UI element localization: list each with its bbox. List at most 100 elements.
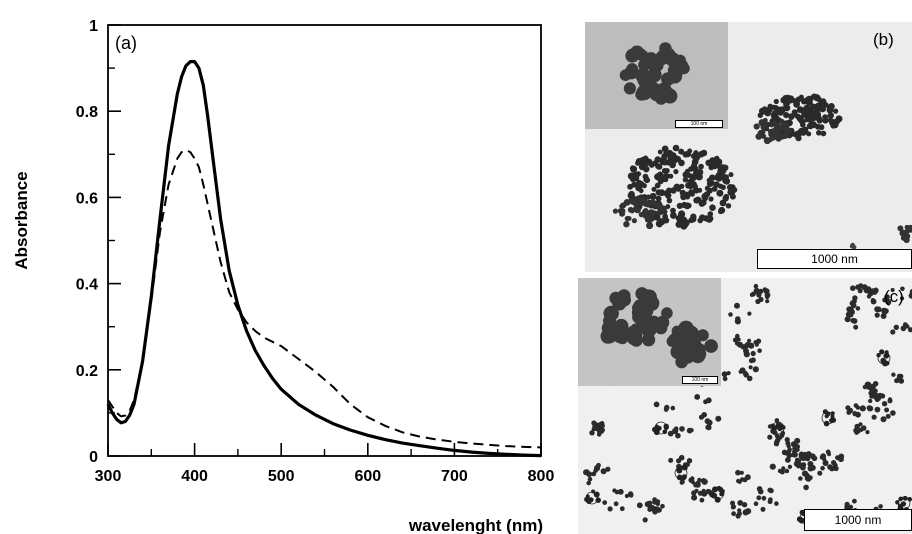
nanoparticle	[631, 218, 637, 224]
nanoparticle	[708, 159, 713, 165]
nanoparticle	[780, 122, 788, 129]
nanoparticle	[719, 199, 727, 207]
nanoparticle	[705, 191, 711, 197]
nanoparticle	[833, 108, 839, 114]
nanoparticle	[850, 317, 856, 324]
nanoparticle	[861, 284, 868, 291]
nanoparticle	[591, 426, 596, 432]
y-tick-label: 0	[89, 449, 98, 466]
nanoparticle	[880, 313, 887, 319]
nanoparticle	[897, 225, 904, 232]
nanoparticle	[784, 100, 791, 106]
nanoparticle	[723, 193, 730, 200]
nanoparticle	[734, 302, 740, 309]
nanoparticle	[773, 441, 780, 447]
nanoparticle	[740, 344, 746, 350]
nanoparticle	[885, 413, 891, 419]
nanoparticle	[628, 492, 634, 498]
nanoparticle	[672, 144, 680, 152]
nanoparticle	[899, 296, 905, 301]
nanoparticle	[651, 186, 657, 192]
nanoparticle	[620, 202, 627, 209]
nanoparticle	[697, 477, 702, 483]
nanoparticle	[830, 417, 837, 423]
nanoparticle	[629, 45, 645, 60]
nanoparticle	[739, 477, 745, 482]
nanoparticle	[639, 197, 646, 205]
nanoparticle	[830, 411, 835, 416]
nanoparticle	[816, 130, 822, 136]
nanoparticle	[687, 179, 695, 186]
nanoparticle	[760, 129, 766, 135]
nanoparticle	[586, 498, 592, 504]
nanoparticle	[672, 427, 679, 435]
nanoparticle	[633, 299, 647, 313]
nanoparticle	[852, 411, 858, 417]
nanoparticle	[648, 162, 655, 168]
nanoparticle	[777, 468, 783, 474]
nanoparticle	[688, 477, 694, 483]
nanoparticle	[722, 376, 728, 382]
nanoparticle	[819, 455, 825, 460]
nanoparticle	[794, 444, 800, 450]
nanoparticle	[855, 284, 861, 290]
nanoparticle	[614, 489, 620, 495]
nanoparticle	[809, 453, 816, 460]
nanoparticle	[684, 168, 690, 174]
nanoparticle	[826, 411, 831, 417]
nanoparticle	[642, 517, 648, 523]
nanoparticle	[747, 311, 752, 316]
nanoparticle	[748, 365, 753, 370]
nanoparticle	[792, 449, 797, 455]
nanoparticle	[723, 177, 731, 185]
nanoparticle	[907, 497, 912, 502]
nanoparticle	[676, 458, 682, 464]
nanoparticle	[695, 173, 702, 180]
nanoparticle	[657, 507, 662, 513]
nanoparticle	[665, 159, 672, 166]
nanoparticle	[735, 333, 740, 339]
nanoparticle	[737, 500, 744, 506]
nanoparticle	[670, 207, 676, 214]
nanoparticle	[674, 54, 686, 66]
nanoparticle	[730, 186, 737, 193]
nanoparticle	[756, 486, 763, 492]
nanoparticle	[633, 201, 639, 208]
nanoparticle	[596, 432, 602, 437]
nanoparticle	[761, 495, 767, 501]
nanoparticle	[764, 110, 770, 116]
nanoparticle	[678, 148, 685, 155]
nanoparticle	[854, 430, 859, 435]
nanoparticle	[739, 470, 744, 475]
nanoparticle	[780, 98, 786, 104]
inset-scalebar-c: 100 nm	[682, 376, 718, 384]
nanoparticle	[679, 347, 694, 362]
nanoparticle	[635, 287, 649, 301]
nanoparticle	[757, 112, 763, 119]
nanoparticle	[690, 213, 697, 220]
nanoparticle	[786, 133, 793, 139]
nanoparticle	[667, 154, 674, 161]
nanoparticle	[687, 148, 693, 154]
nanoparticle	[866, 405, 872, 411]
nanoparticle	[695, 482, 701, 488]
nanoparticle	[884, 407, 890, 413]
nanoparticle	[784, 437, 790, 443]
nanoparticle	[904, 233, 911, 239]
nanoparticle	[744, 342, 751, 348]
tem-image-c-inset-particles	[600, 287, 718, 369]
nanoparticle	[890, 329, 896, 335]
nanoparticle	[603, 327, 617, 341]
nanoparticle	[675, 432, 681, 439]
nanoparticle	[765, 299, 770, 304]
scalebar-c: 1000 nm	[804, 509, 912, 531]
nanoparticle	[787, 464, 793, 469]
nanoparticle	[735, 316, 741, 322]
nanoparticle	[657, 204, 664, 211]
nanoparticle	[745, 474, 751, 481]
nanoparticle	[696, 329, 709, 342]
nanoparticle	[705, 215, 713, 223]
nanoparticle	[715, 415, 722, 422]
nanoparticle	[638, 82, 654, 97]
nanoparticle	[706, 180, 714, 187]
